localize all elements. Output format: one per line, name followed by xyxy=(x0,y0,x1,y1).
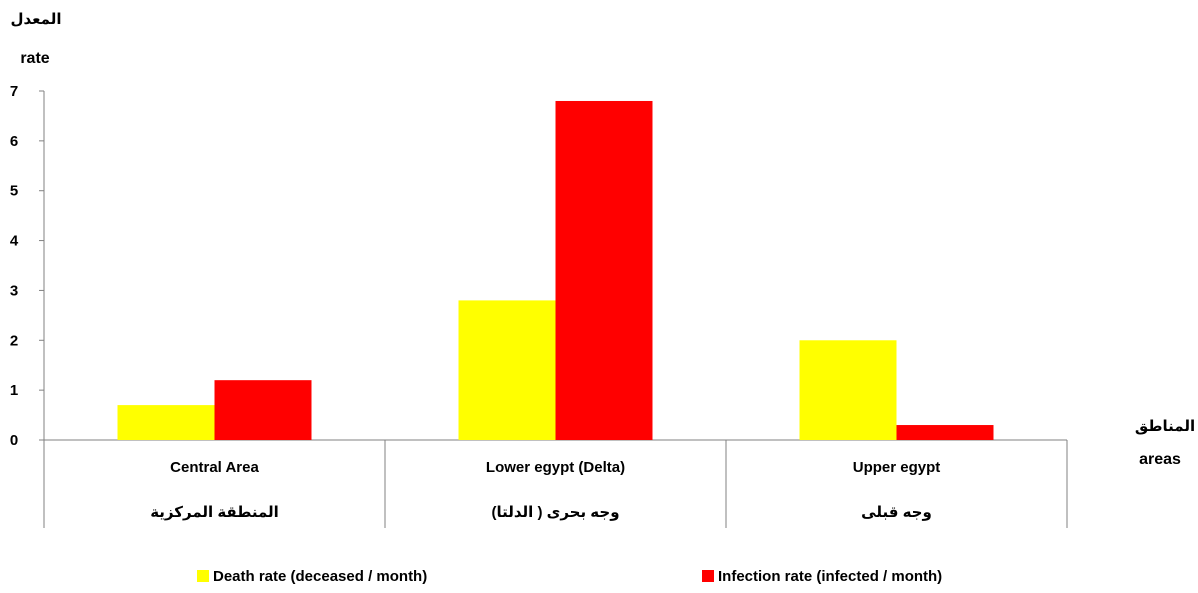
bar-infection-rate xyxy=(555,100,653,440)
legend-item-infection-rate: Infection rate (infected / month) xyxy=(702,566,942,586)
category-label-arabic: وجه قبلى xyxy=(861,504,932,521)
x-axis-label-arabic: المناطق xyxy=(1135,418,1195,435)
y-axis-label: rate xyxy=(20,50,49,67)
legend-label-death-rate: Death rate (deceased / month) xyxy=(213,567,428,585)
y-tick-label: 5 xyxy=(10,183,18,200)
x-axis-label: areas xyxy=(1139,451,1181,468)
category-label-arabic: وجه بحرى ( الدلتا) xyxy=(491,504,619,521)
category-label: Central Area xyxy=(170,459,259,476)
legend-swatch-yellow xyxy=(197,570,209,582)
category-label-arabic: المنطقة المركزية xyxy=(150,504,279,521)
legend-item-death-rate: Death rate (deceased / month) xyxy=(197,566,427,586)
legend-swatch-red xyxy=(702,570,714,582)
y-axis-label-arabic: المعدل xyxy=(11,11,62,28)
category-label: Upper egypt xyxy=(853,459,941,476)
bar-infection-rate xyxy=(896,425,994,440)
legend-label-infection-rate: Infection rate (infected / month) xyxy=(718,567,943,585)
y-tick-label: 7 xyxy=(10,83,18,100)
bar-death-rate xyxy=(117,405,215,440)
y-tick-label: 3 xyxy=(10,282,18,299)
y-tick-label: 1 xyxy=(10,382,18,399)
bar-death-rate xyxy=(458,300,556,440)
y-tick-label: 4 xyxy=(10,233,19,250)
bar-infection-rate xyxy=(214,380,312,440)
y-tick-label: 2 xyxy=(10,332,18,349)
y-tick-label: 6 xyxy=(10,133,18,150)
y-tick-label: 0 xyxy=(10,432,18,449)
category-label: Lower egypt (Delta) xyxy=(486,459,625,476)
bar-death-rate xyxy=(799,340,897,440)
